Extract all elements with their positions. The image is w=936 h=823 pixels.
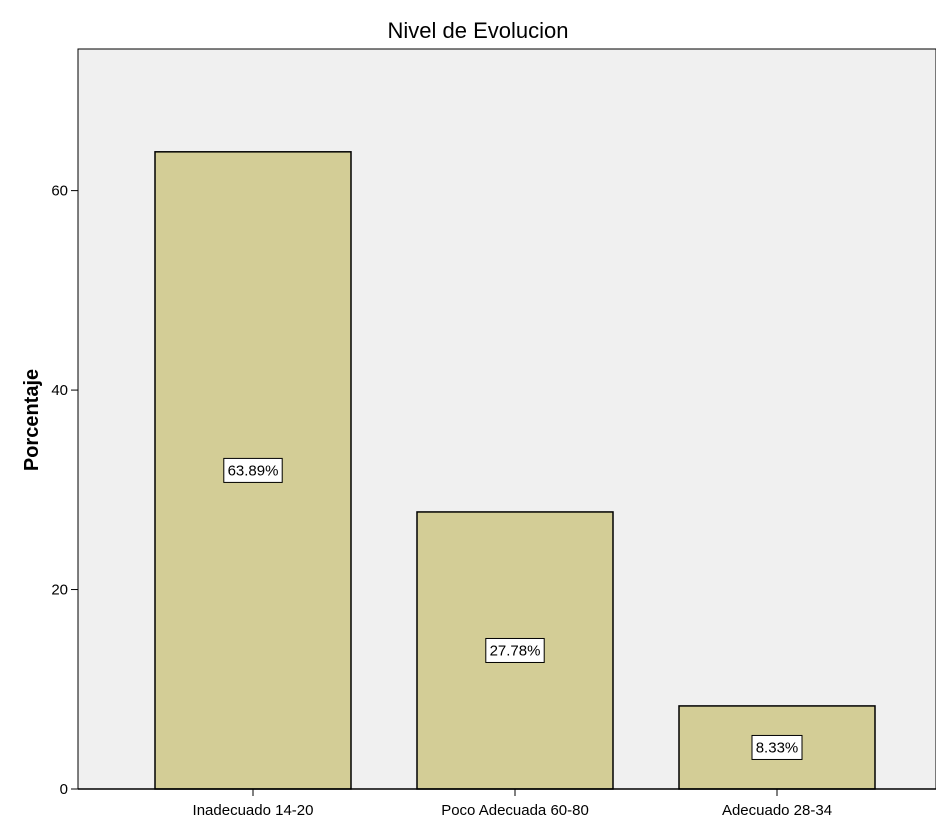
data-label-box [223,457,283,483]
data-labels: 63.89% 27.78% 8.33% [223,457,803,760]
x-axis: Inadecuado 14-20 Poco Adecuada 60-80 Adecu… [78,788,936,819]
data-label: 27.78% [490,642,541,659]
y-tick-label: 0 [60,781,68,798]
x-tick-label: Adecuado 28-34 [722,802,832,819]
y-tick-label: 60 [51,183,68,200]
y-axis: 0 20 40 60 [51,183,78,798]
data-label-box [485,637,545,663]
y-tick-label: 40 [51,382,68,399]
data-label-box [751,734,803,760]
chart-title: Nivel de Evolucion [388,18,569,43]
x-tick-label: Poco Adecuada 60-80 [441,802,589,819]
data-label: 8.33% [756,739,799,756]
y-tick-label: 20 [51,582,68,599]
x-tick-label: Inadecuado 14-20 [193,802,314,819]
y-axis-label: Porcentaje [21,369,43,471]
data-label: 63.89% [228,462,279,479]
